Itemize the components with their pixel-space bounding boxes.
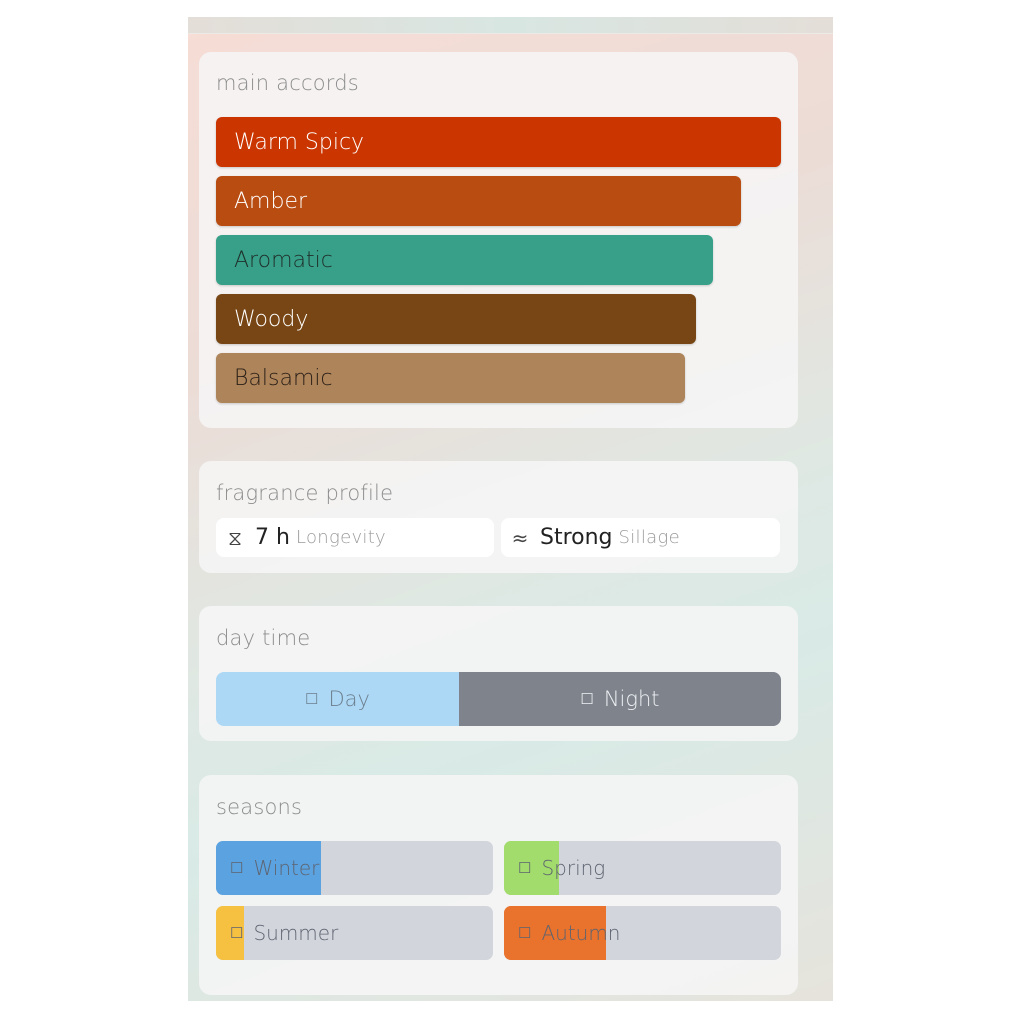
sillage-chip[interactable]: ≈ Strong Sillage — [501, 518, 780, 557]
main-accords-card: main accords Warm Spicy Amber Aromatic W… — [199, 52, 798, 428]
fragrance-profile-card: fragrance profile ⧖ 7 h Longevity ≈ Stro… — [199, 461, 798, 573]
season-bar-summer[interactable]: ☐ Summer — [216, 906, 493, 960]
accord-label: Aromatic — [234, 247, 333, 273]
sun-icon: ☐ — [230, 924, 244, 942]
app-screen: main accords Warm Spicy Amber Aromatic W… — [188, 17, 833, 1001]
accord-label: Warm Spicy — [234, 129, 365, 155]
season-fill — [504, 841, 560, 895]
fragrance-profile-title: fragrance profile — [216, 481, 394, 505]
season-bar-winter[interactable]: ☐ Winter — [216, 841, 493, 895]
sun-icon: ☐ — [305, 690, 319, 708]
season-fill — [504, 906, 607, 960]
top-strip — [188, 17, 833, 34]
leaf-icon: ☐ — [518, 924, 532, 942]
accord-label: Woody — [234, 306, 309, 332]
seasons-title: seasons — [216, 795, 303, 819]
day-segment[interactable]: ☐ Day — [216, 672, 459, 726]
moon-icon: ☐ — [580, 690, 594, 708]
season-bar-autumn[interactable]: ☐ Autumn — [504, 906, 781, 960]
day-label: Day — [328, 687, 370, 711]
waves-icon: ≈ — [511, 525, 529, 550]
season-label: Autumn — [541, 921, 621, 945]
accord-bar-aromatic[interactable]: Aromatic — [216, 235, 713, 285]
main-accords-title: main accords — [216, 71, 359, 95]
accord-bar-woody[interactable]: Woody — [216, 294, 696, 344]
season-bar-spring[interactable]: ☐ Spring — [504, 841, 781, 895]
accord-bar-warm-spicy[interactable]: Warm Spicy — [216, 117, 781, 167]
night-segment[interactable]: ☐ Night — [458, 672, 781, 726]
seasons-card: seasons ☐ Winter ☐ Spring ☐ Summer — [199, 775, 798, 995]
accord-bar-amber[interactable]: Amber — [216, 176, 741, 226]
season-fill — [216, 841, 322, 895]
accord-label: Balsamic — [234, 365, 333, 391]
day-night-bar: ☐ Day ☐ Night — [216, 672, 781, 726]
longevity-value: 7 h — [255, 525, 290, 550]
longevity-label: Longevity — [295, 527, 387, 548]
accord-label: Amber — [234, 188, 308, 214]
sillage-value: Strong — [540, 525, 613, 550]
season-label: Summer — [253, 921, 339, 945]
season-label: Winter — [253, 856, 320, 880]
season-fill — [216, 906, 244, 960]
flower-icon: ☐ — [518, 859, 532, 877]
season-label: Spring — [541, 856, 606, 880]
day-time-title: day time — [216, 626, 311, 650]
snowflake-icon: ☐ — [230, 859, 244, 877]
longevity-chip[interactable]: ⧖ 7 h Longevity — [216, 518, 494, 557]
accord-bar-balsamic[interactable]: Balsamic — [216, 353, 685, 403]
day-time-card: day time ☐ Day ☐ Night — [199, 606, 798, 741]
sillage-label: Sillage — [618, 527, 680, 548]
night-label: Night — [603, 687, 660, 711]
hourglass-icon: ⧖ — [227, 525, 243, 550]
